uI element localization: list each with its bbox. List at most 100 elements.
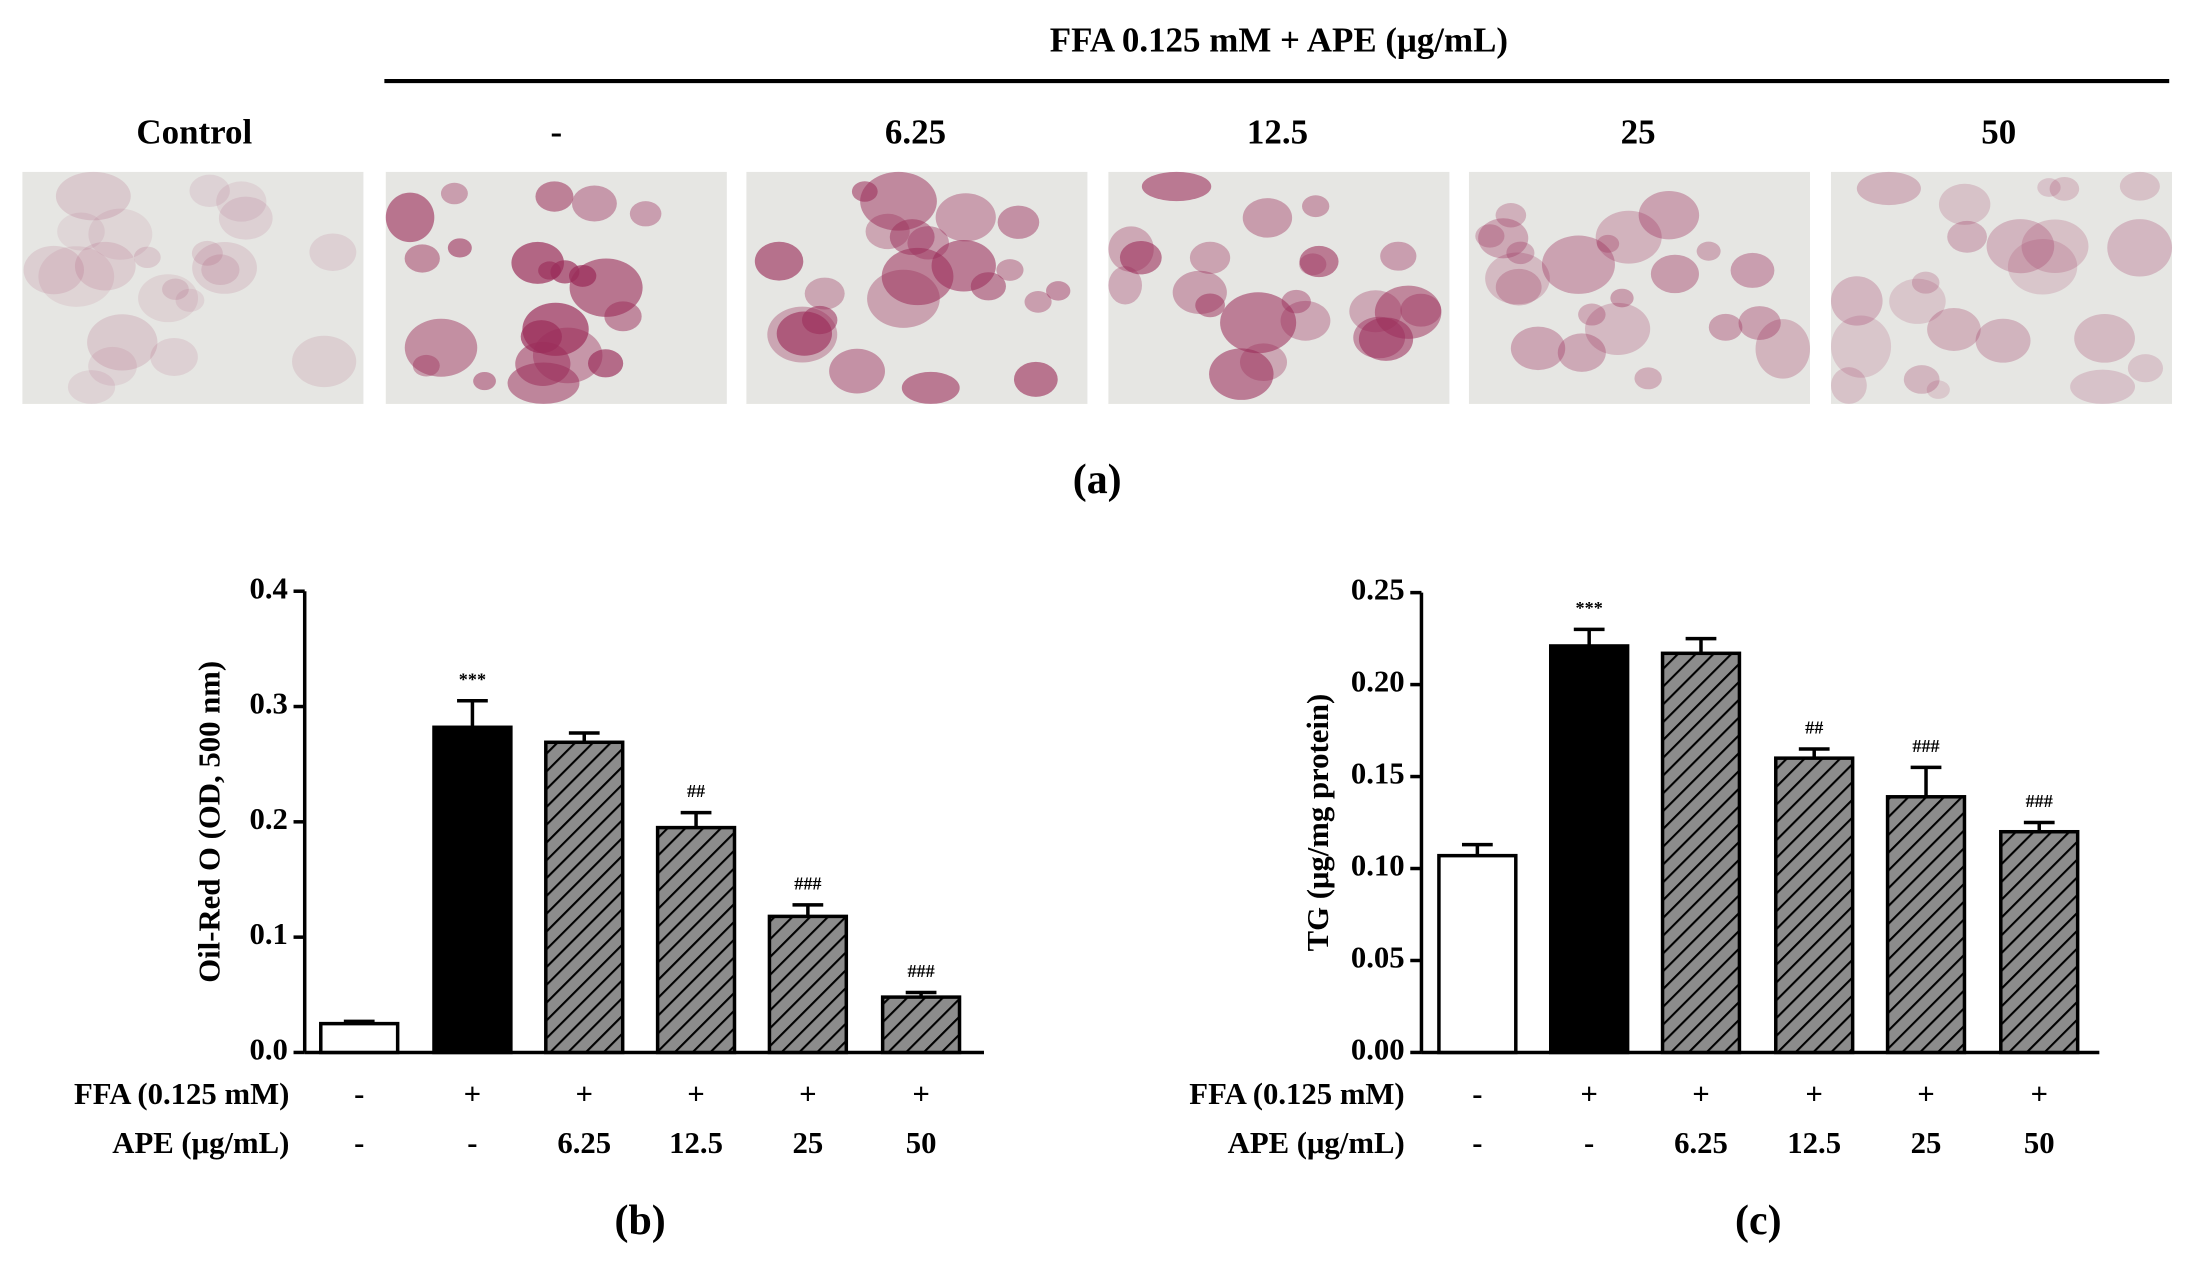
cell-cluster	[385, 192, 435, 243]
significance-label: ###	[1912, 736, 1939, 756]
cell-cluster	[1475, 224, 1505, 248]
cell-cluster	[889, 219, 935, 255]
y-tick-label: 0.00	[1351, 1033, 1405, 1067]
cell-cluster	[2119, 171, 2160, 201]
row-value: 12.5	[669, 1126, 723, 1160]
panel-a-label: 25	[1621, 113, 1656, 152]
significance-label: ##	[687, 781, 705, 801]
row-value: -	[1472, 1126, 1482, 1160]
micrograph-background	[22, 171, 364, 404]
cell-cluster	[1046, 281, 1071, 301]
micrograph	[746, 171, 1088, 404]
bar	[1548, 644, 1630, 1055]
y-axis-label: Oil-Red O (OD, 500 nm)	[193, 661, 227, 983]
row-value: +	[687, 1077, 705, 1111]
cell-cluster	[412, 354, 440, 377]
row-label: FFA (0.125 mM)	[1189, 1077, 1404, 1111]
cell-cluster	[1634, 367, 1662, 390]
row-value: +	[464, 1077, 482, 1111]
row-value: 50	[2024, 1126, 2055, 1160]
cell-cluster	[867, 269, 940, 328]
cell-cluster	[1506, 241, 1535, 265]
panel-caption: (c)	[1735, 1198, 1782, 1244]
cell-cluster	[133, 246, 161, 269]
cell-cluster	[1299, 245, 1339, 278]
cell-cluster	[1358, 317, 1414, 361]
cell-cluster	[1557, 333, 1606, 372]
cell-cluster	[67, 370, 116, 404]
cell-cluster	[1938, 183, 1991, 225]
cell-cluster	[1209, 348, 1274, 400]
cell-cluster	[1975, 318, 2031, 363]
cell-cluster	[1172, 270, 1227, 315]
cell-cluster	[535, 181, 574, 212]
cell-cluster	[1927, 308, 1981, 351]
cell-cluster	[404, 244, 440, 273]
cell-cluster	[1510, 326, 1566, 371]
cell-cluster	[23, 245, 85, 295]
panel-a-label: -	[550, 113, 562, 152]
cell-cluster	[1596, 234, 1620, 253]
bar	[432, 725, 513, 1055]
cell-cluster	[1650, 254, 1699, 294]
cell-cluster	[57, 212, 105, 251]
cell-cluster	[292, 335, 357, 388]
cell-cluster	[881, 247, 954, 306]
cell-cluster	[1302, 195, 1330, 218]
cell-cluster	[1755, 319, 1811, 379]
cell-cluster	[440, 182, 468, 205]
panel-a-label: 6.25	[885, 113, 946, 152]
row-value: -	[467, 1126, 477, 1160]
significance-label: ##	[1805, 718, 1823, 738]
cell-cluster	[191, 240, 223, 266]
cell-cluster	[907, 226, 950, 260]
bar	[655, 825, 737, 1055]
cell-cluster	[1495, 203, 1527, 228]
cell-cluster	[935, 193, 996, 242]
y-tick-label: 0.1	[250, 917, 288, 951]
micrograph-background	[1108, 171, 1450, 404]
cell-cluster	[1889, 278, 1946, 324]
cell-cluster	[2037, 178, 2061, 197]
significance-label: ***	[459, 669, 486, 689]
cell-cluster	[865, 213, 910, 250]
cell-cluster	[2074, 314, 2135, 363]
cell-cluster	[1400, 293, 1442, 327]
cell-cluster	[507, 362, 580, 404]
cell-cluster	[1595, 210, 1662, 264]
cell-cluster	[1986, 219, 2055, 274]
cell-cluster	[1830, 276, 1883, 326]
cell-cluster	[851, 181, 878, 202]
y-axis-label: TG (μg/mg protein)	[1301, 694, 1335, 952]
cell-cluster	[860, 171, 937, 231]
panel-a-caption: (a)	[1073, 457, 1122, 503]
row-value: +	[912, 1077, 930, 1111]
cell-cluster	[447, 238, 472, 258]
cell-cluster	[2021, 219, 2089, 274]
row-value: 50	[906, 1126, 937, 1160]
cell-cluster	[997, 205, 1040, 239]
cell-cluster	[162, 278, 189, 300]
cell-cluster	[1478, 218, 1529, 259]
row-value: +	[2030, 1077, 2048, 1111]
cell-cluster	[189, 174, 230, 207]
cell-cluster	[804, 277, 845, 310]
row-label: APE (μg/mL)	[1228, 1126, 1405, 1160]
cell-cluster	[754, 241, 804, 281]
panel-a-header: FFA 0.125 mM + APE (μg/mL)	[1050, 20, 1508, 59]
cell-cluster	[1380, 241, 1417, 271]
row-value: 6.25	[1674, 1126, 1728, 1160]
cell-cluster	[1585, 302, 1651, 355]
cell-cluster	[1830, 367, 1867, 404]
y-tick-label: 0.25	[1351, 573, 1405, 607]
micrograph	[1468, 171, 1811, 404]
cell-cluster	[309, 233, 357, 271]
micrograph	[22, 171, 364, 404]
micrograph	[1108, 171, 1450, 404]
cell-cluster	[1911, 271, 1940, 294]
cell-cluster	[138, 274, 199, 323]
cell-cluster	[1242, 198, 1293, 238]
cell-cluster	[1220, 292, 1297, 354]
bar	[880, 995, 962, 1055]
